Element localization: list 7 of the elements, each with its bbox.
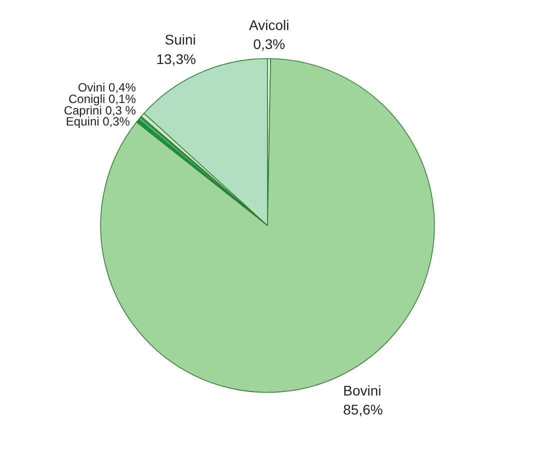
data-label: 13,3% [156, 50, 196, 67]
slice-label: Avicoli [249, 16, 290, 33]
slice-label: Equini 0,3% [66, 114, 130, 129]
data-label: 85,6% [343, 402, 383, 418]
data-label: 0,3% [253, 36, 286, 52]
slice-label: Bovini [343, 382, 382, 398]
slice-label: Suini [164, 32, 196, 48]
